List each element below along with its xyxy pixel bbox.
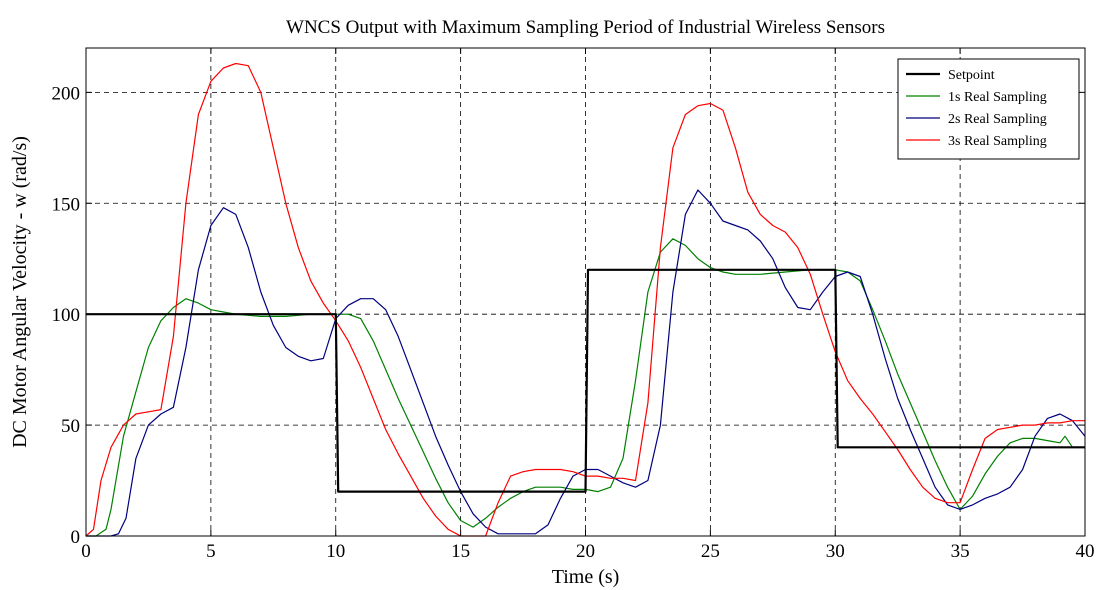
x-tick-label: 35 <box>951 541 970 562</box>
x-tick-label: 30 <box>826 541 845 562</box>
series-lines <box>85 62 1086 537</box>
legend-label: 1s Real Sampling <box>948 90 1047 105</box>
axis-ticks: 0 5 10 15 20 25 30 35 40 0 50 100 150 200 <box>52 48 1095 562</box>
x-tick-label: 25 <box>701 541 720 562</box>
y-tick-label: 150 <box>52 194 81 215</box>
legend-label: Setpoint <box>948 68 995 83</box>
series-line-3s-real-sampling <box>85 62 1085 537</box>
legend-label: 2s Real Sampling <box>948 112 1047 127</box>
x-tick-label: 20 <box>576 541 595 562</box>
x-tick-label: 10 <box>326 541 345 562</box>
legend-box <box>897 58 1080 160</box>
series-line-setpoint <box>86 268 1085 493</box>
y-axis-label: DC Motor Angular Velocity - w (rad/s) <box>9 136 31 448</box>
x-tick-label: 15 <box>451 541 470 562</box>
x-tick-label: 5 <box>206 541 216 562</box>
legend: Setpoint 1s Real Sampling 2s Real Sampling… <box>897 58 1080 160</box>
chart-title: WNCS Output with Maximum Sampling Period… <box>286 17 885 38</box>
x-tick-label: 0 <box>81 541 91 562</box>
y-tick-label: 100 <box>52 305 81 326</box>
y-tick-label: 0 <box>71 527 81 548</box>
x-axis-label: Time (s) <box>552 566 620 588</box>
y-tick-label: 50 <box>61 416 80 437</box>
y-tick-label: 200 <box>52 83 81 104</box>
legend-label: 3s Real Sampling <box>948 134 1047 149</box>
x-tick-label: 40 <box>1076 541 1095 562</box>
